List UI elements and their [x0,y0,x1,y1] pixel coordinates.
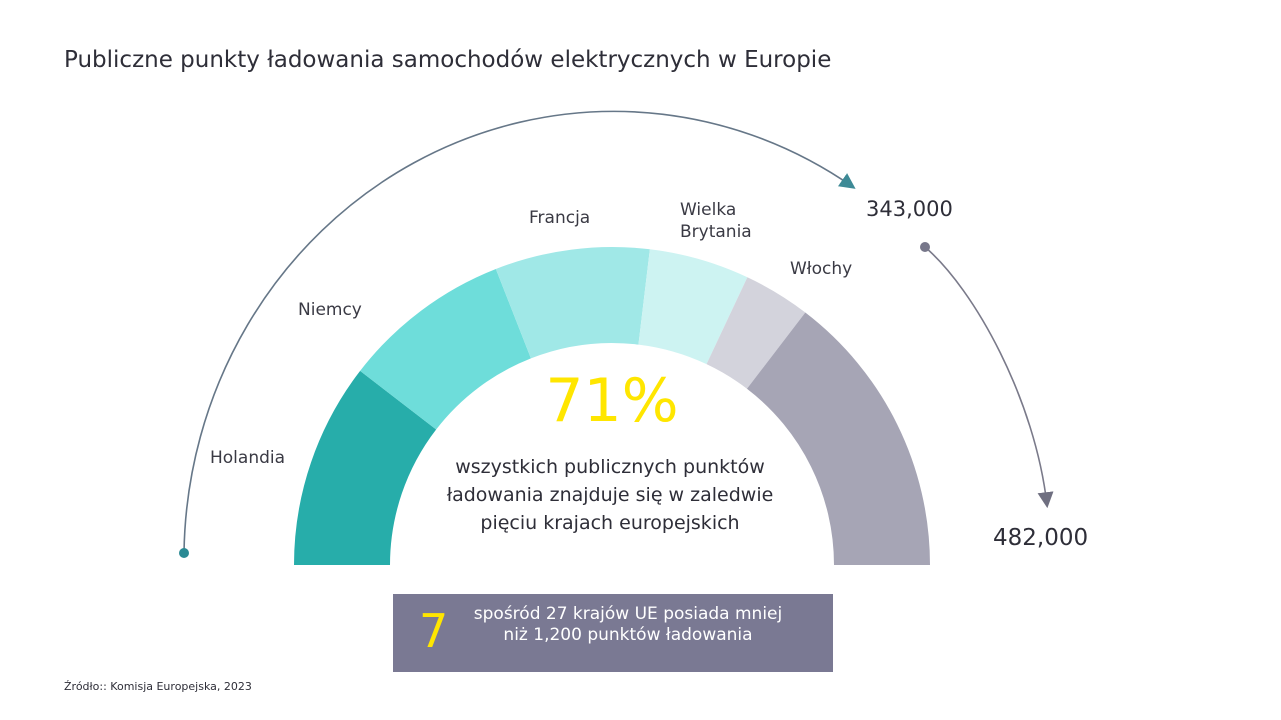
source-note: Źródło:: Komisja Europejska, 2023 [64,680,252,693]
label-wielka-brytania: Wielka Brytania [680,200,752,242]
total-arrow-start-dot [920,242,930,252]
segment-francja [495,247,650,359]
total-value: 482,000 [993,525,1089,551]
label-holandia: Holandia [210,448,286,468]
info-box: 7 spośród 27 krajów UE posiada mniej niż… [393,594,833,672]
segment-other [746,312,930,565]
segment-holandia [294,370,437,565]
center-percentage: 71% [545,366,679,436]
info-box-text: spośród 27 krajów UE posiada mniej niż 1… [473,604,783,645]
total-arrow [924,246,1054,509]
label-wlochy: Włochy [790,259,853,279]
segment-wielka-brytania [638,249,748,365]
label-francja: Francja [529,208,591,228]
top-five-total-value: 343,000 [866,197,953,221]
top-five-arrow-start-dot [179,548,189,558]
top-five-arrow [183,110,856,554]
segment-niemcy [360,268,531,430]
center-description: wszystkich publicznych punktów ładowania… [446,456,774,534]
segment-włochy [706,277,806,389]
label-niemcy: Niemcy [298,300,362,320]
page-title: Publiczne punkty ładowania samochodów el… [64,47,832,73]
info-box-number: 7 [419,604,449,658]
